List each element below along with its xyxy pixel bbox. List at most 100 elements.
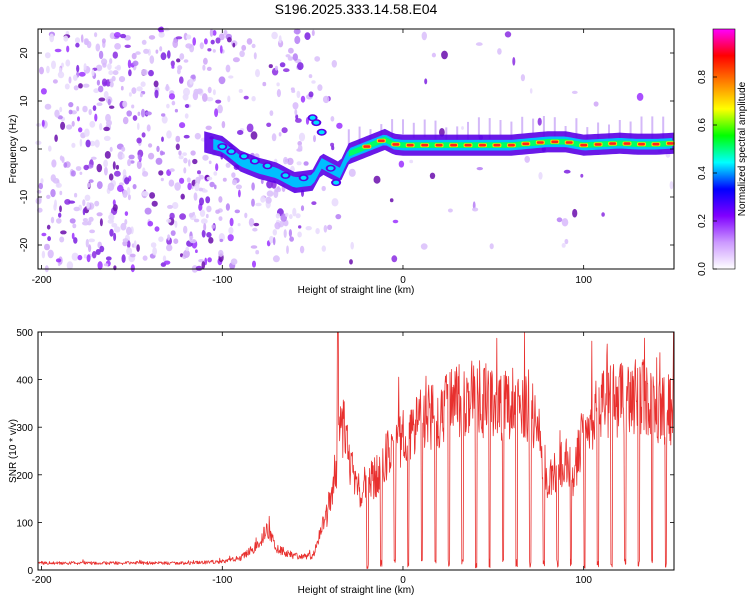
spectrogram-speckle [520,74,526,82]
spectrogram-y-ticks: -20 -10 0 10 20 [19,47,674,252]
spectrogram-speckle [286,157,294,166]
spectrogram-speckle [398,160,405,168]
spectrogram-x-tick-label: 100 [575,275,592,286]
spectrogram-speckle [77,116,80,122]
snr-x-tick-label: 0 [400,575,406,586]
spectrogram-speckle [111,223,118,228]
ridge-blob-core [327,166,334,171]
ridge-blob-core [219,144,226,149]
spectrogram-y-tick-label: 10 [19,95,30,107]
spectrogram-streak [467,121,469,144]
spectrogram-speckle [564,238,569,245]
spectrogram-speckle [137,122,140,130]
spectrogram-speckle [207,257,212,263]
spectrogram-speckle [204,38,208,45]
spectrogram-speckle [158,170,164,176]
spectrogram-speckle [230,258,238,266]
spectrogram-speckle [93,88,100,94]
spectrogram-speckle [295,114,299,120]
spectrogram-speckle [179,213,187,220]
spectrogram-speckle [193,218,200,223]
snr-x-label: Height of straight line (km) [298,585,415,596]
spectrogram-speckle [167,204,173,209]
spectrogram-speckle [303,161,309,166]
spectrogram-streak [640,116,643,136]
spectrogram-speckle [199,197,204,206]
spectrogram-speckle [59,236,65,243]
spectrogram-speckle [489,243,494,250]
spectrogram-speckle [228,227,234,235]
spectrogram-speckle [44,243,50,251]
spectrogram-speckle [215,99,222,104]
spectrogram-speckle [556,217,563,223]
spectrogram-speckle [132,60,139,67]
spectrogram-speckle [174,220,178,228]
spectrogram-speckle [142,171,149,177]
spectrogram-speckle [71,252,79,261]
spectrogram-speckle [41,250,46,259]
spectrogram-speckle [173,238,179,244]
spectrogram-streak [423,119,426,137]
snr-x-tick-label: 100 [575,575,592,586]
spectrogram-speckle [87,182,91,188]
spectrogram-speckle [55,258,62,263]
spectrogram-speckle [122,101,126,107]
spectrogram-speckle [429,172,436,179]
spectrogram-speckle [255,250,260,255]
spectrogram-speckle [183,225,188,234]
spectrogram-speckle [150,242,157,248]
spectrogram-speckle [472,207,479,212]
spectrogram-ridge [204,114,675,194]
spectrogram-speckle [179,53,185,60]
spectrogram-speckle [76,106,80,112]
spectrogram-speckle [298,132,306,142]
spectrogram-speckle [274,222,281,230]
spectrogram-y-tick-label: 0 [19,146,30,152]
spectrogram-speckle [101,78,108,87]
spectrogram-speckle [322,95,330,104]
spectrogram-speckle [44,52,51,59]
spectrogram-speckle [188,212,194,218]
colorbar-ticks: 0.0 0.2 0.4 0.6 0.8 [697,70,717,276]
ridge-peak [609,142,617,145]
spectrogram-speckle [292,207,297,217]
spectrogram-speckle [305,226,312,231]
spectrogram-speckle [208,237,214,244]
spectrogram-speckle [109,213,114,223]
spectrogram-speckle [300,95,306,103]
spectrogram-streak [542,116,545,144]
spectrogram-speckle [190,150,196,156]
spectrogram-speckle [94,113,98,122]
ridge-peak [377,139,385,143]
spectrogram-x-tick-label: 0 [400,275,406,286]
spectrogram-speckle [182,152,188,157]
spectrogram-speckle [103,263,109,267]
ridge-peak [638,142,645,146]
spectrogram-speckle [218,196,223,203]
spectrogram-speckle [68,109,73,115]
spectrogram-speckle [175,135,181,143]
spectrogram-speckle [121,146,126,152]
spectrogram-speckle [179,76,184,84]
spectrogram-speckle [124,44,131,48]
spectrogram-speckle [120,85,124,91]
spectrogram-speckle [126,187,131,196]
spectrogram-streak [618,120,621,144]
spectrogram-speckle [188,159,191,167]
spectrogram-speckle [327,224,333,230]
spectrogram-speckle [202,154,209,161]
spectrogram-speckle [96,181,103,190]
spectrogram-speckle [64,83,70,90]
spectrogram-speckle [148,69,154,77]
spectrogram-speckle [206,232,212,238]
spectrogram-speckle [298,225,302,229]
colorbar-label: Normalized spectral amplitude [737,81,748,216]
spectrogram-speckle [311,80,316,84]
spectrogram-speckle [441,50,448,60]
spectrogram-speckle [103,159,108,168]
spectrogram-speckle [183,134,190,139]
spectrogram-speckle [185,246,189,252]
spectrogram-speckle [348,168,356,177]
spectrogram-speckle [98,85,104,93]
spectrogram-speckle [68,76,72,84]
